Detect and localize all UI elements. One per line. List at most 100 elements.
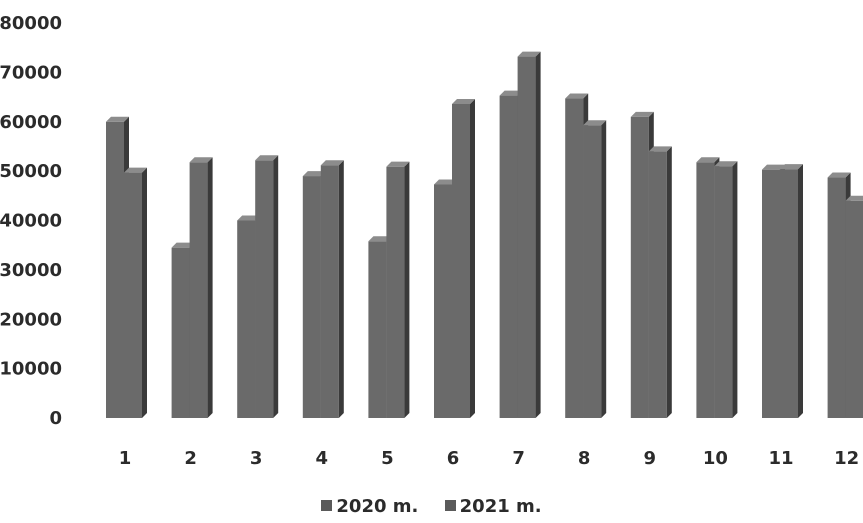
bar-top	[630, 111, 654, 117]
x-tick-label: 1	[119, 448, 132, 469]
bar-top	[106, 116, 129, 122]
bar-top	[189, 157, 213, 163]
bar-side	[404, 161, 410, 418]
x-axis-labels: 1 2 3 4 5 6 7 8 9 10 11 12	[119, 448, 859, 469]
bar-top	[845, 195, 863, 201]
bar-front	[237, 220, 256, 418]
bar-front	[762, 169, 780, 418]
x-tick-label: 3	[250, 448, 263, 469]
bar-front	[714, 166, 733, 418]
bar-top	[780, 164, 803, 170]
bar-2021-3	[255, 155, 279, 418]
bar-side	[601, 120, 607, 419]
x-tick-label: 10	[703, 448, 728, 469]
bar-front	[827, 177, 846, 418]
bars	[106, 51, 863, 419]
bar-2021-4	[320, 160, 344, 418]
bar-front	[565, 98, 584, 418]
bar-front	[648, 151, 667, 418]
bar-front	[255, 160, 274, 418]
bar-front	[368, 241, 387, 418]
bar-side	[207, 157, 213, 419]
bar-front	[302, 176, 321, 418]
y-tick-label: 40000	[0, 211, 62, 232]
legend-swatch-2021	[444, 500, 456, 511]
bar-top	[434, 179, 457, 185]
legend-item-2020: 2020 m.	[321, 496, 418, 517]
bar-top	[499, 90, 523, 96]
bar-2021-9	[648, 146, 672, 418]
y-tick-label: 70000	[0, 62, 62, 83]
bar-top	[124, 167, 147, 173]
y-tick-label: 80000	[0, 13, 62, 34]
bar-front	[434, 184, 452, 418]
x-tick-label: 2	[184, 448, 197, 469]
bar-top	[368, 236, 392, 242]
bar-front	[583, 125, 602, 419]
bar-front	[696, 162, 715, 418]
bar-side	[142, 167, 147, 418]
bar-front	[499, 95, 518, 419]
bar-side	[732, 161, 738, 418]
bar-side	[798, 164, 803, 418]
bar-2021-7	[517, 51, 541, 418]
bar-side	[273, 155, 279, 418]
bar-front	[386, 166, 405, 418]
x-tick-label: 12	[834, 448, 859, 469]
bar-top	[827, 172, 851, 178]
y-tick-label: 50000	[0, 161, 62, 182]
bar-top	[386, 161, 410, 167]
bar-top	[696, 157, 720, 163]
legend-label-2020: 2020 m.	[336, 496, 419, 517]
bar-front	[106, 121, 124, 418]
bar-top	[565, 93, 589, 99]
bar-side	[666, 146, 672, 418]
y-tick-label: 30000	[0, 260, 62, 281]
bar-2021-1	[124, 167, 147, 418]
bar-top	[302, 171, 326, 177]
x-tick-label: 6	[447, 448, 460, 469]
bar-top	[237, 215, 261, 221]
y-axis-labels: 0 10000 20000 30000 40000 50000 60000 70000 8000…	[0, 13, 62, 429]
bar-side	[470, 98, 475, 418]
bar-2021-8	[583, 120, 607, 419]
legend-swatch-2020	[321, 500, 333, 511]
legend-item-2021: 2021 m.	[444, 496, 542, 517]
y-tick-label: 0	[49, 408, 62, 429]
bar-front	[171, 247, 190, 418]
bar-front	[124, 172, 142, 418]
bar-top	[255, 155, 279, 161]
bar-front	[630, 116, 649, 418]
bar-front	[189, 162, 208, 418]
bar-2021-11	[780, 164, 803, 418]
bar-front	[320, 165, 339, 418]
x-tick-label: 8	[578, 448, 591, 469]
bar-2021-12	[845, 195, 863, 418]
bar-top	[517, 51, 541, 57]
x-tick-label: 11	[768, 448, 793, 469]
bar-side	[535, 51, 541, 418]
x-tick-label: 4	[316, 448, 329, 469]
bar-front	[845, 200, 863, 418]
bar-top	[452, 98, 475, 104]
bar-top	[320, 160, 344, 166]
y-tick-label: 10000	[0, 359, 62, 380]
bar-2021-5	[386, 161, 410, 418]
bar-2021-6	[452, 98, 475, 418]
bar-2021-2	[189, 157, 213, 419]
bar-top	[648, 146, 672, 152]
legend: 2020 m. 2021 m.	[0, 496, 863, 517]
y-tick-label: 20000	[0, 309, 62, 330]
bar-2021-10	[714, 161, 738, 418]
bar-top	[583, 120, 607, 126]
bar-front	[780, 169, 798, 418]
bar-top	[762, 164, 785, 170]
bar-front	[517, 56, 536, 418]
x-tick-label: 9	[644, 448, 657, 469]
y-tick-label: 60000	[0, 112, 62, 133]
x-tick-label: 7	[512, 448, 525, 469]
legend-label-2021: 2021 m.	[459, 496, 542, 517]
bar-top	[714, 161, 738, 167]
bar-side	[338, 160, 344, 418]
